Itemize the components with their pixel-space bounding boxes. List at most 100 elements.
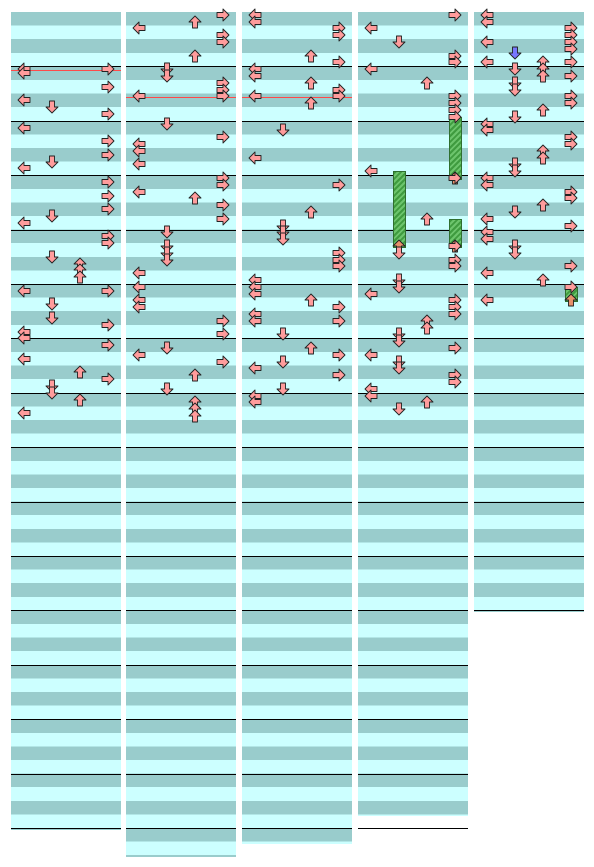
measure-line — [126, 610, 236, 612]
measure-line — [126, 338, 236, 340]
right-arrow-icon — [332, 314, 346, 328]
measure-line — [242, 175, 352, 177]
up-arrow-icon — [420, 212, 434, 226]
down-arrow-icon — [160, 62, 174, 76]
left-arrow-icon — [248, 15, 262, 28]
right-arrow-icon — [448, 259, 462, 273]
left-arrow-icon — [364, 62, 378, 76]
left-arrow-icon — [480, 232, 494, 246]
left-arrow-icon — [17, 284, 31, 298]
right-arrow-icon — [101, 318, 115, 332]
right-arrow-icon — [216, 89, 230, 103]
up-arrow-icon — [304, 205, 318, 219]
measure-line — [126, 175, 236, 177]
right-arrow-icon — [332, 178, 346, 192]
down-arrow-icon — [392, 327, 406, 341]
right-arrow-icon — [332, 348, 346, 362]
measure-line — [358, 773, 468, 775]
down-arrow-icon — [508, 76, 522, 90]
left-arrow-icon — [132, 348, 146, 362]
left-arrow-icon — [364, 287, 378, 300]
down-arrow-icon — [276, 327, 290, 341]
right-arrow-icon — [101, 175, 115, 189]
measure-line — [358, 501, 468, 503]
measure-line — [11, 392, 121, 394]
right-arrow-icon — [564, 69, 578, 83]
down-arrow-icon — [276, 123, 290, 137]
left-arrow-icon — [248, 69, 262, 83]
left-arrow-icon — [132, 185, 146, 198]
up-arrow-icon — [188, 49, 202, 62]
left-arrow-icon — [17, 93, 31, 107]
right-arrow-icon — [564, 259, 578, 273]
right-arrow-icon — [564, 96, 578, 110]
left-arrow-icon — [248, 361, 262, 375]
measure-line — [358, 828, 468, 829]
measure-line — [358, 175, 468, 177]
right-arrow-icon — [101, 284, 115, 298]
up-arrow-icon — [304, 341, 318, 355]
right-arrow-icon — [101, 372, 115, 386]
down-arrow-icon — [508, 164, 522, 178]
down-arrow-icon — [160, 69, 174, 83]
left-arrow-icon — [480, 293, 494, 307]
up-arrow-icon — [536, 198, 550, 212]
left-arrow-icon — [364, 389, 378, 402]
measure-line — [474, 120, 584, 122]
measure-line — [242, 556, 352, 557]
measure-line — [358, 610, 468, 612]
left-arrow-icon — [17, 66, 31, 80]
down-arrow-icon — [392, 355, 406, 368]
row-stripes — [474, 12, 584, 612]
down-arrow-icon — [392, 273, 406, 287]
right-arrow-icon — [332, 28, 346, 42]
measure-line — [126, 719, 236, 721]
right-arrow-icon — [448, 341, 462, 355]
measure-line — [11, 447, 121, 449]
left-arrow-icon — [248, 287, 262, 300]
measure-line — [126, 392, 236, 394]
right-arrow-icon — [448, 239, 462, 253]
measure-line — [126, 66, 236, 68]
right-arrow-icon — [564, 191, 578, 205]
down-arrow-icon — [45, 386, 59, 400]
down-arrow-icon — [160, 382, 174, 396]
down-arrow-icon — [45, 379, 59, 393]
stop-line — [126, 97, 236, 99]
down-arrow-icon — [508, 110, 522, 124]
measure-line — [358, 447, 468, 449]
right-arrow-icon — [332, 55, 346, 69]
measure-line — [126, 556, 236, 557]
down-arrow-icon — [45, 297, 59, 311]
right-arrow-icon — [101, 148, 115, 162]
measure-line — [11, 501, 121, 503]
measure-line — [242, 773, 352, 775]
measure-line — [11, 773, 121, 775]
down-arrow-icon — [508, 157, 522, 171]
measure-line — [126, 828, 236, 829]
left-arrow-icon — [480, 15, 494, 28]
measure-line — [474, 66, 584, 68]
down-arrow-icon — [160, 117, 174, 130]
measure-line — [358, 229, 468, 231]
left-arrow-icon — [248, 314, 262, 328]
stop-line — [11, 70, 121, 72]
hold-end-icon — [564, 293, 578, 307]
up-arrow-icon — [73, 393, 87, 407]
left-arrow-icon — [480, 266, 494, 280]
measure-line — [242, 664, 352, 666]
right-arrow-icon — [101, 80, 115, 94]
right-arrow-icon — [564, 219, 578, 232]
right-arrow-icon — [564, 42, 578, 56]
right-arrow-icon — [332, 368, 346, 382]
up-arrow-icon — [420, 76, 434, 90]
left-arrow-icon — [480, 35, 494, 49]
measure-line — [358, 556, 468, 557]
down-arrow-icon — [508, 246, 522, 260]
measure-line — [474, 175, 584, 177]
left-arrow-icon — [480, 123, 494, 137]
measure-line — [242, 66, 352, 68]
up-arrow-icon — [188, 368, 202, 382]
measure-line — [126, 501, 236, 503]
right-arrow-icon — [448, 307, 462, 321]
